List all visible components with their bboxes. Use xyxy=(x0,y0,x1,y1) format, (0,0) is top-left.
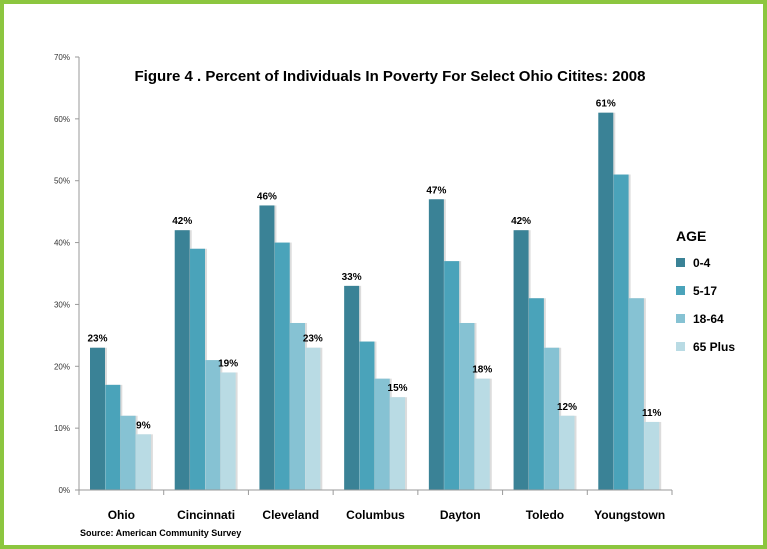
bar-18-64 xyxy=(205,360,221,490)
x-category-label: Ohio xyxy=(108,508,135,522)
x-category-label: Youngstown xyxy=(594,508,665,522)
legend-swatch xyxy=(676,314,685,323)
bar-0-4 xyxy=(259,205,275,490)
bar-5-17 xyxy=(528,298,544,490)
bar-0-4 xyxy=(344,285,360,490)
x-category-label: Cincinnati xyxy=(177,508,235,522)
bar-18-64 xyxy=(628,298,644,490)
legend-item-label: 0-4 xyxy=(693,256,711,270)
x-category-label: Toledo xyxy=(526,508,564,522)
legend-item-label: 5-17 xyxy=(693,284,717,298)
x-category-label: Cleveland xyxy=(262,508,319,522)
data-label: 46% xyxy=(257,191,277,202)
data-label: 47% xyxy=(426,185,446,196)
data-label: 9% xyxy=(136,420,151,431)
y-axis: 0% 10% 20% 30% 40% 50% 60% 70% xyxy=(54,53,80,495)
bar-5-17 xyxy=(444,261,460,490)
legend-title: AGE xyxy=(676,228,706,244)
bar-18-64 xyxy=(459,322,475,490)
bar-5-17 xyxy=(105,384,121,490)
bar-0-4 xyxy=(90,347,105,490)
data-label: 19% xyxy=(218,358,238,369)
legend: AGE 0-4 5-17 18-64 65 Plus xyxy=(676,228,735,354)
bar-5-17 xyxy=(274,242,290,490)
legend-swatch xyxy=(676,258,685,267)
x-axis: Ohio Cincinnati Cleveland Columbus Dayton Tol… xyxy=(78,489,673,522)
bar-65-plus xyxy=(559,415,575,490)
y-tick-label: 40% xyxy=(54,239,70,248)
y-tick-label: 20% xyxy=(54,362,70,371)
bar-65-plus xyxy=(135,434,151,490)
data-label: 23% xyxy=(303,334,323,345)
bar-0-4 xyxy=(428,199,444,490)
bar-65-plus xyxy=(474,378,490,490)
y-tick-label: 30% xyxy=(54,300,70,309)
data-label: 12% xyxy=(557,402,577,413)
bar-0-4 xyxy=(598,112,614,491)
source-note: Source: American Community Survey xyxy=(80,528,241,538)
bar-0-4 xyxy=(513,230,529,490)
bar-5-17 xyxy=(613,174,629,490)
data-label: 11% xyxy=(642,408,662,419)
bar-65-plus xyxy=(390,397,406,490)
legend-item-label: 18-64 xyxy=(693,312,724,326)
bar-18-64 xyxy=(374,378,390,490)
y-tick-label: 0% xyxy=(58,486,70,495)
bar-0-4 xyxy=(174,230,190,490)
data-label: 42% xyxy=(172,216,192,227)
data-label: 18% xyxy=(472,365,492,376)
bars-group: 23% 9% 42% 19% 46% 23% 33% 15% 47% 18% 42% 12% 61% 11… xyxy=(87,99,662,491)
data-label: 42% xyxy=(511,216,531,227)
data-label: 23% xyxy=(87,334,107,345)
bar-65-plus xyxy=(644,421,660,490)
bar-18-64 xyxy=(544,347,560,490)
bar-65-plus xyxy=(305,347,321,490)
data-label: 33% xyxy=(342,272,362,283)
data-label: 15% xyxy=(388,383,408,394)
bar-5-17 xyxy=(190,248,206,490)
bar-65-plus xyxy=(220,372,236,490)
bar-18-64 xyxy=(290,322,306,490)
legend-swatch xyxy=(676,286,685,295)
bar-5-17 xyxy=(359,341,375,490)
y-tick-label: 50% xyxy=(54,177,70,186)
x-category-label: Columbus xyxy=(346,508,405,522)
x-category-label: Dayton xyxy=(440,508,481,522)
bar-18-64 xyxy=(120,415,136,490)
data-label: 61% xyxy=(596,99,616,110)
legend-item-label: 65 Plus xyxy=(693,340,735,354)
chart-title: Figure 4 . Percent of Individuals In Pov… xyxy=(135,68,646,85)
legend-swatch xyxy=(676,342,685,351)
y-tick-label: 60% xyxy=(54,115,70,124)
y-tick-label: 70% xyxy=(54,53,70,62)
y-tick-label: 10% xyxy=(54,424,70,433)
